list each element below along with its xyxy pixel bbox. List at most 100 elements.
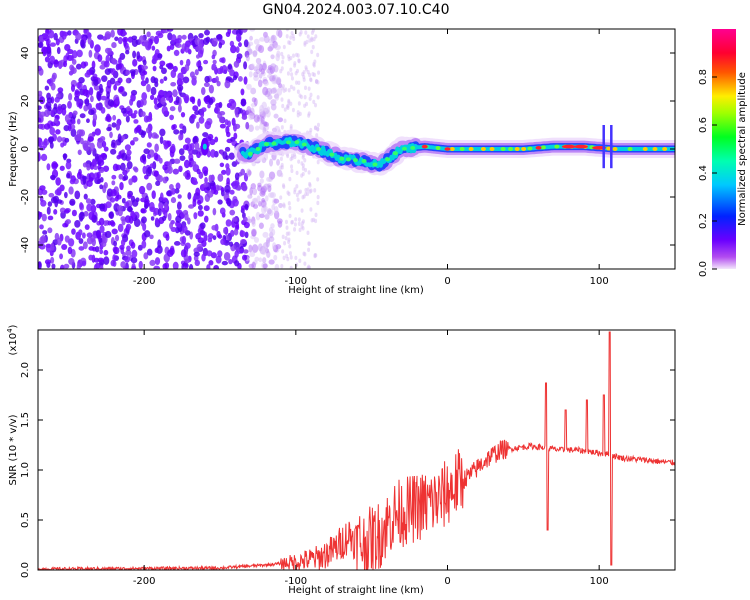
ridge-highlight <box>662 147 668 151</box>
noise-blob-faint <box>287 100 291 105</box>
noise-blob <box>39 224 44 230</box>
noise-blob <box>227 120 231 128</box>
noise-blob <box>159 60 166 67</box>
noise-blob <box>99 184 104 190</box>
noise-blob <box>45 243 52 249</box>
noise-blob <box>248 244 253 253</box>
noise-blob <box>69 198 76 206</box>
noise-blob <box>194 69 199 76</box>
noise-blob <box>157 53 163 59</box>
noise-blob <box>136 51 141 60</box>
noise-blob <box>59 165 65 171</box>
noise-blob <box>178 134 183 141</box>
noise-blob <box>106 79 112 89</box>
noise-blob <box>200 112 205 118</box>
noise-blob <box>232 217 238 222</box>
noise-blob <box>249 187 253 196</box>
noise-blob <box>257 79 263 88</box>
colorbar-tick-label: 0.8 <box>698 69 709 85</box>
noise-blob <box>212 59 217 65</box>
noise-blob <box>274 92 280 101</box>
noise-blob <box>263 35 270 44</box>
noise-blob <box>261 246 268 255</box>
snr-xlabel: Height of straight line (km) <box>288 585 424 596</box>
noise-blob <box>259 170 265 179</box>
noise-blob <box>258 108 264 115</box>
noise-blob-faint <box>301 166 305 171</box>
noise-blob <box>38 105 42 111</box>
noise-blob <box>102 234 106 244</box>
noise-blob <box>195 54 201 59</box>
noise-blob <box>256 195 261 204</box>
noise-blob <box>166 29 174 32</box>
noise-blob-faint <box>304 167 308 173</box>
noise-blob <box>50 82 56 91</box>
noise-blob <box>153 265 160 269</box>
noise-blob <box>56 136 63 143</box>
noise-blob-faint <box>280 66 284 71</box>
noise-blob <box>207 233 214 240</box>
noise-blob <box>138 260 143 269</box>
noise-blob <box>153 170 159 177</box>
noise-blob <box>86 236 94 245</box>
noise-blob <box>82 162 88 168</box>
noise-blob <box>244 231 249 239</box>
noise-blob <box>192 135 199 144</box>
ridge-highlight <box>527 146 533 151</box>
noise-blob <box>263 183 270 190</box>
noise-blob <box>270 63 277 69</box>
y-tick-label: 0 <box>20 146 31 152</box>
ridge-highlight <box>540 145 546 150</box>
noise-blob <box>99 249 104 255</box>
noise-blob-faint <box>286 103 290 108</box>
noise-blob <box>133 167 139 173</box>
noise-blob <box>124 144 131 151</box>
noise-blob <box>44 123 51 130</box>
noise-blob <box>267 208 272 215</box>
spectrogram-ylabel: Frequency (Hz) <box>8 111 19 187</box>
noise-blob-faint <box>316 194 320 200</box>
noise-blob <box>159 78 164 84</box>
noise-blob <box>92 246 97 252</box>
noise-blob <box>103 249 109 256</box>
noise-blob <box>64 235 70 243</box>
noise-blob <box>166 165 171 172</box>
noise-blob <box>97 154 105 163</box>
noise-blob <box>206 250 213 257</box>
noise-blob-faint <box>290 153 294 159</box>
noise-blob <box>55 177 61 186</box>
noise-blob <box>149 259 156 266</box>
noise-blob <box>232 75 238 81</box>
noise-blob-faint <box>281 249 285 254</box>
ridge-highlight <box>329 152 335 157</box>
noise-blob <box>149 234 154 240</box>
noise-blob <box>248 112 255 121</box>
noise-blob <box>120 239 126 247</box>
noise-blob <box>128 215 134 224</box>
noise-blob <box>162 176 168 184</box>
noise-blob <box>172 89 178 98</box>
noise-blob <box>62 31 69 37</box>
noise-blob-faint <box>280 51 284 57</box>
noise-blob <box>140 72 145 81</box>
noise-blob <box>240 88 245 96</box>
noise-blob-faint <box>309 92 313 98</box>
noise-blob <box>117 208 123 217</box>
noise-blob <box>150 216 155 221</box>
noise-blob-faint <box>303 94 307 100</box>
noise-blob <box>170 34 177 43</box>
noise-blob <box>270 223 275 229</box>
noise-blob <box>214 105 219 114</box>
noise-blob <box>253 114 260 123</box>
noise-blob <box>154 257 161 265</box>
noise-blob <box>44 56 50 63</box>
noise-blob-faint <box>293 187 297 192</box>
noise-blob <box>132 136 139 142</box>
ridge-highlight <box>554 144 560 149</box>
noise-blob-faint <box>310 218 314 223</box>
noise-blob <box>62 222 68 228</box>
noise-blob <box>99 265 104 269</box>
noise-blob <box>166 45 171 52</box>
noise-blob <box>224 80 231 89</box>
noise-blob <box>97 164 102 170</box>
